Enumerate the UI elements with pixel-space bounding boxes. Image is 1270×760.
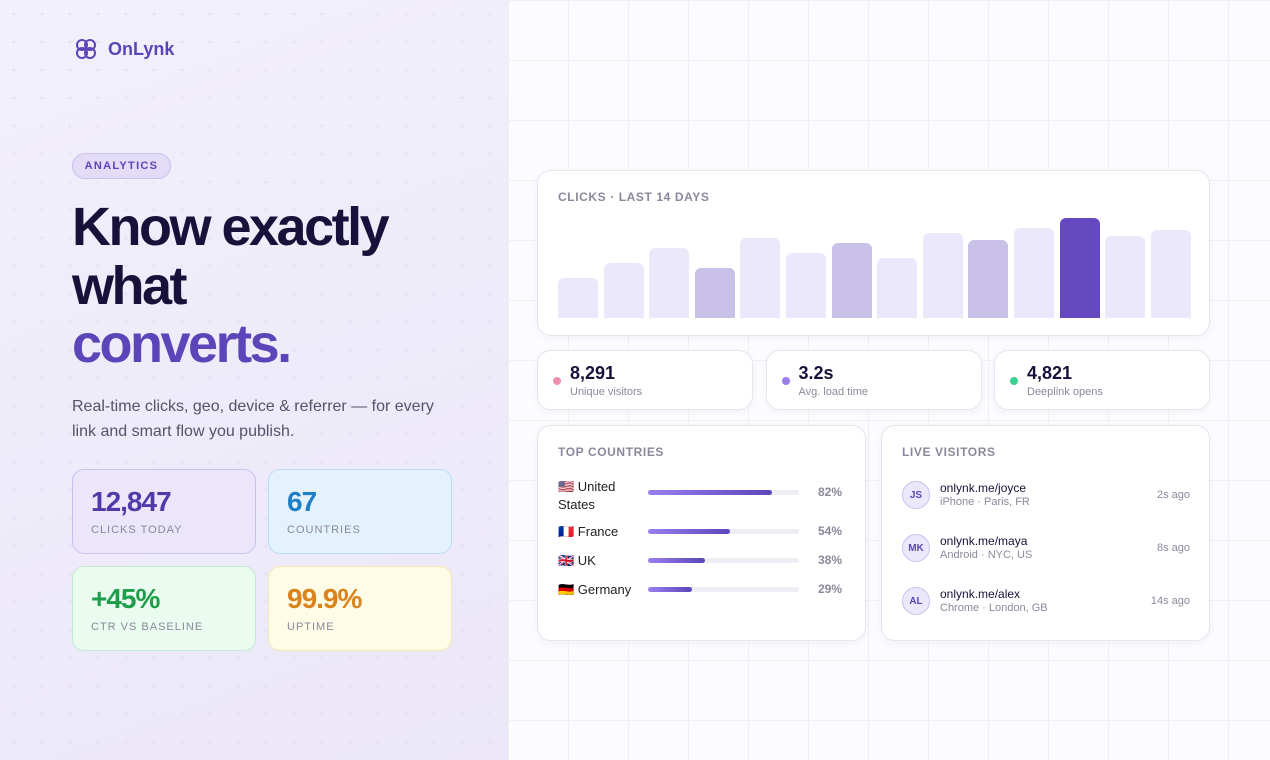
bar bbox=[649, 248, 690, 318]
highlight-end: . bbox=[277, 314, 292, 374]
bar bbox=[1059, 218, 1100, 318]
country-track bbox=[648, 587, 799, 592]
visitor-row: MK onlynk.me/maya Android · NYC, US 8s ago bbox=[902, 534, 1190, 574]
country-pct: 82% bbox=[818, 485, 843, 499]
country-track bbox=[648, 558, 799, 563]
avatar: MK bbox=[902, 534, 930, 562]
visitor-row: JS onlynk.me/joyce iPhone · Paris, FR 2s ag… bbox=[902, 481, 1190, 521]
metric-value: 3.2s bbox=[798, 363, 834, 383]
country-track bbox=[648, 529, 799, 534]
bar bbox=[558, 278, 598, 318]
country-track bbox=[648, 490, 799, 495]
metric-dot bbox=[553, 377, 561, 385]
country-pct: 29% bbox=[818, 582, 843, 596]
metric-value: 8,291 bbox=[570, 363, 616, 383]
countries-title: TOP COUNTRIES bbox=[558, 445, 665, 459]
bar bbox=[1105, 236, 1146, 318]
headline: Know exactly bbox=[72, 197, 390, 257]
metric-card: 4,821 Deeplink opens bbox=[994, 350, 1210, 410]
bar bbox=[603, 263, 644, 318]
country-name: 🇫🇷 France bbox=[558, 524, 619, 539]
metric-dot bbox=[1010, 377, 1018, 385]
visitor-link: onlynk.me/alex bbox=[940, 587, 1021, 601]
stat-card: 99.9% UPTIME bbox=[268, 566, 452, 651]
country-bar bbox=[648, 558, 706, 563]
chart-title: CLICKS · LAST 14 DAYS bbox=[558, 190, 710, 204]
stat-label: CLICKS TODAY bbox=[91, 524, 183, 536]
avatar: AL bbox=[902, 587, 930, 615]
metric-label: Avg. load time bbox=[798, 386, 869, 398]
bar bbox=[877, 258, 918, 318]
stat-value: 99.9% bbox=[287, 583, 362, 614]
visitor-time: 2s ago bbox=[1156, 489, 1190, 501]
badge: ANALYTICS bbox=[72, 153, 171, 179]
bar bbox=[1150, 230, 1191, 318]
logo-icon bbox=[76, 39, 96, 59]
chart-card: CLICKS · LAST 14 DAYS bbox=[537, 170, 1210, 336]
brand: OnLynk bbox=[108, 38, 175, 59]
metric-card: 8,291 Unique visitors bbox=[537, 350, 753, 410]
highlight: converts bbox=[72, 314, 280, 374]
visitor-detail: Android · NYC, US bbox=[940, 549, 1033, 561]
bar bbox=[740, 238, 781, 318]
bar bbox=[694, 268, 735, 318]
description: Real-time clicks, geo, device & referrer… bbox=[72, 398, 434, 440]
stat-label: COUNTRIES bbox=[287, 524, 361, 536]
visitor-link: onlynk.me/joyce bbox=[940, 481, 1027, 495]
bar bbox=[968, 240, 1009, 318]
bar bbox=[786, 253, 826, 318]
stat-label: UPTIME bbox=[287, 621, 335, 633]
stat-card: 67 COUNTRIES bbox=[268, 469, 452, 554]
visitor-detail: Chrome · London, GB bbox=[940, 602, 1048, 614]
country-pct: 38% bbox=[818, 553, 843, 567]
live-title: LIVE VISITORS bbox=[902, 445, 996, 459]
country-bar bbox=[648, 529, 730, 534]
country-name: 🇩🇪 Germany bbox=[558, 582, 632, 597]
bar bbox=[922, 233, 963, 318]
metric-card: 3.2s Avg. load time bbox=[765, 350, 982, 410]
headline-highlight: converts. bbox=[72, 314, 292, 374]
country-row: 🇫🇷 France 54% bbox=[558, 523, 848, 541]
stat-value: 12,847 bbox=[91, 486, 172, 517]
visitor-time: 14s ago bbox=[1150, 595, 1190, 607]
metric-label: Deeplink opens bbox=[1027, 386, 1103, 398]
country-row: 🇬🇧 UK 38% bbox=[558, 552, 848, 570]
avatar: JS bbox=[902, 481, 930, 509]
bar bbox=[831, 243, 872, 318]
live-card: LIVE VISITORS JS onlynk.me/joyce iPhone · … bbox=[881, 425, 1210, 641]
metric-value: 4,821 bbox=[1027, 363, 1073, 383]
bars bbox=[558, 211, 1191, 318]
country-pct: 54% bbox=[818, 524, 843, 538]
visitor-link: onlynk.me/maya bbox=[940, 534, 1028, 548]
visitor-row: AL onlynk.me/alex Chrome · London, GB 14s a… bbox=[902, 587, 1190, 627]
stat-card: +45% CTR VS BASELINE bbox=[72, 566, 256, 651]
country-row: 🇺🇸 United States 82% bbox=[558, 478, 848, 514]
country-name: 🇬🇧 UK bbox=[558, 553, 596, 568]
countries-card: TOP COUNTRIES 🇺🇸 United States 82% 🇫🇷 Fran… bbox=[537, 425, 866, 641]
bar bbox=[1014, 228, 1054, 318]
stat-value: +45% bbox=[91, 583, 160, 614]
logo[interactable]: OnLynk bbox=[74, 37, 174, 61]
stat-value: 67 bbox=[287, 486, 317, 517]
visitor-detail: iPhone · Paris, FR bbox=[940, 496, 1030, 508]
stat-card: 12,847 CLICKS TODAY bbox=[72, 469, 256, 554]
hero-panel: OnLynk ANALYTICS Know exactly what conve… bbox=[0, 0, 508, 760]
country-name: 🇺🇸 United States bbox=[558, 479, 616, 512]
country-bar bbox=[648, 490, 772, 495]
metric-dot bbox=[781, 377, 790, 385]
metric-label: Unique visitors bbox=[570, 386, 643, 398]
visitor-time: 8s ago bbox=[1156, 542, 1190, 554]
country-row: 🇩🇪 Germany 29% bbox=[558, 581, 848, 599]
country-bar bbox=[648, 587, 692, 592]
headline: what bbox=[72, 256, 188, 316]
stat-label: CTR VS BASELINE bbox=[91, 621, 204, 633]
